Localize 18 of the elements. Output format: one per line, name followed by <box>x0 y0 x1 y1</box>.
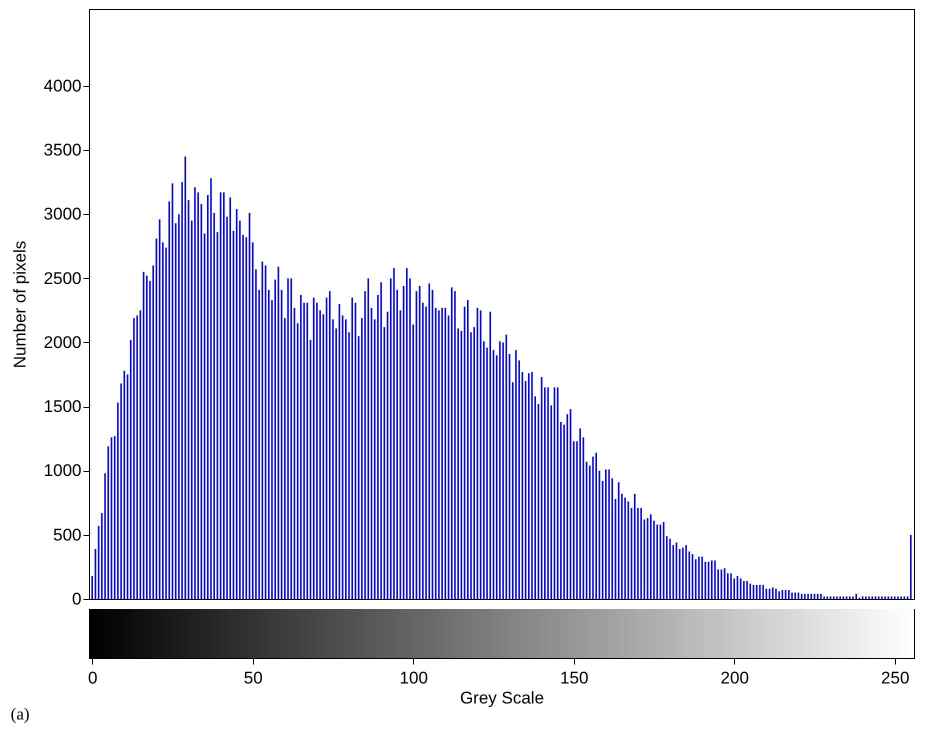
x-tick-label: 200 <box>720 668 749 688</box>
y-tick-label: 0 <box>72 590 82 608</box>
y-tick-label: 500 <box>53 525 82 544</box>
y-tick-label: 1500 <box>44 397 82 416</box>
x-tick-label: 250 <box>881 668 910 688</box>
x-tick-label: 100 <box>400 668 428 688</box>
x-tick-label: 150 <box>560 668 588 688</box>
x-tick-label: 50 <box>244 668 263 688</box>
y-tick-label: 3000 <box>44 204 82 224</box>
text: (a) <box>10 704 30 724</box>
y-tick-label: 1000 <box>44 461 82 480</box>
x-axis-title: Grey Scale <box>460 688 544 708</box>
y-tick-label: 4000 <box>44 76 82 96</box>
x-tick-label: 0 <box>88 668 98 688</box>
y-tick-label: 3500 <box>44 140 82 160</box>
y-tick-label: 2000 <box>44 332 82 352</box>
y-tick-label: 2500 <box>44 268 82 288</box>
y-axis-title: Number of pixels <box>10 240 30 368</box>
